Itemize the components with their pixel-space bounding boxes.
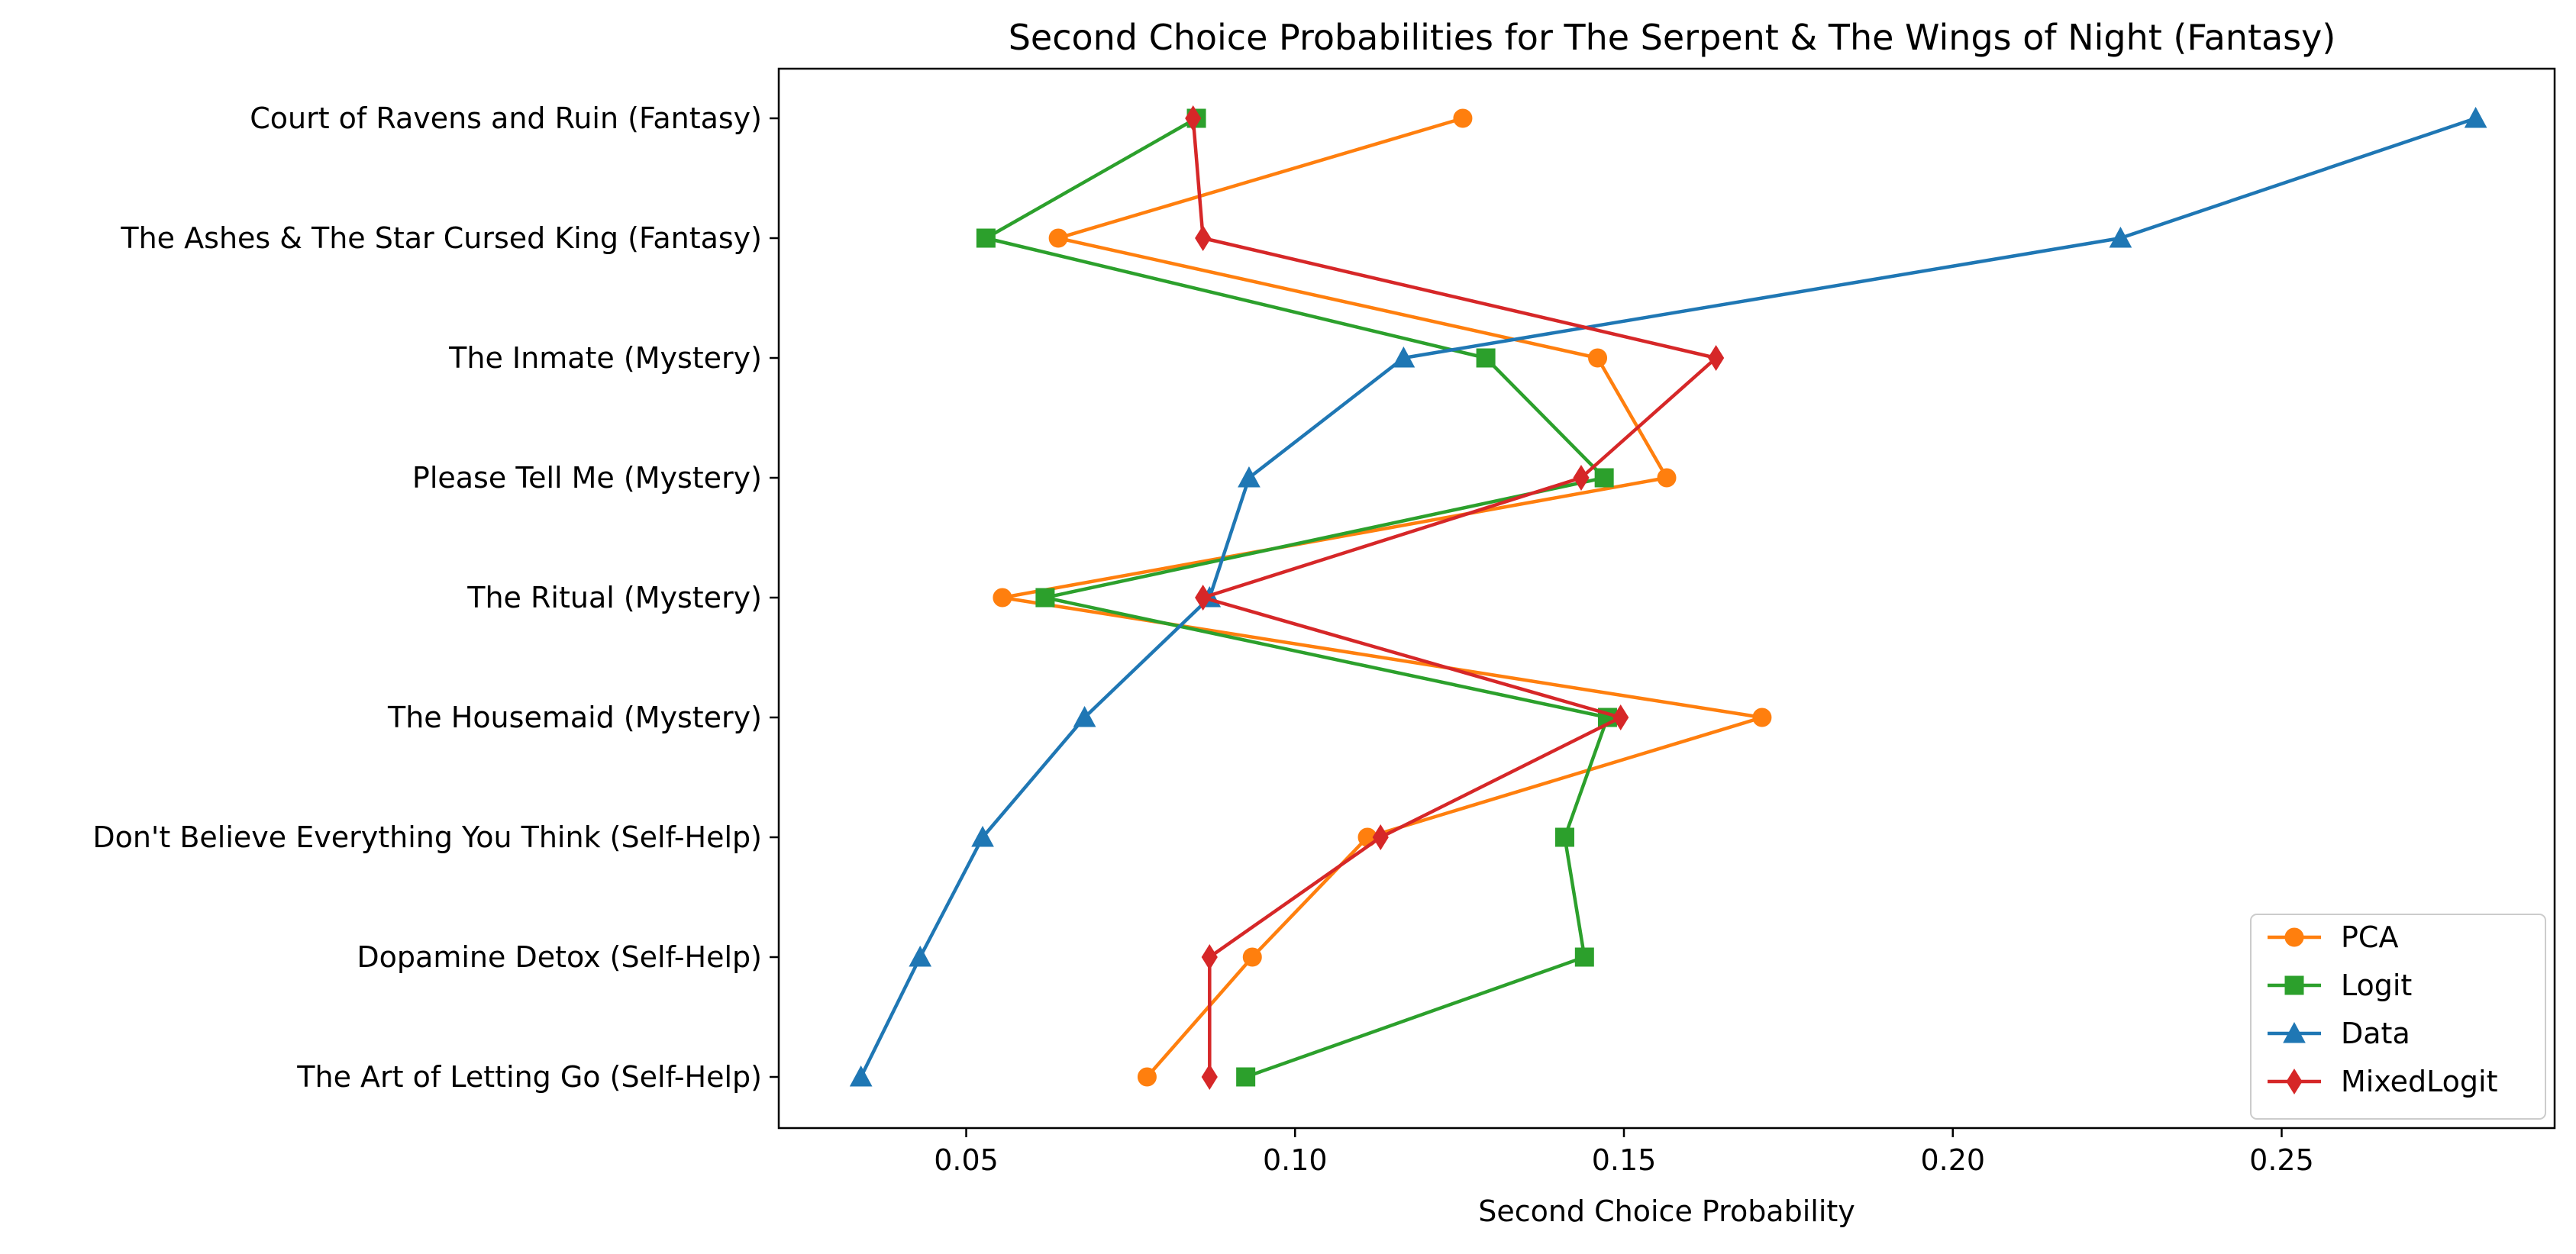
data-point-mixedlogit <box>1372 824 1389 850</box>
data-point-mixedlogit <box>1573 465 1590 491</box>
data-point-pca <box>1657 468 1677 488</box>
legend-marker <box>2284 927 2304 947</box>
x-tick-label: 0.05 <box>934 1143 999 1177</box>
data-point-mixedlogit <box>1708 345 1725 371</box>
data-point-data <box>2109 226 2132 248</box>
data-point-mixedlogit <box>1195 225 1212 251</box>
x-axis-label: Second Choice Probability <box>1478 1194 1855 1228</box>
x-tick-label: 0.25 <box>2249 1143 2314 1177</box>
legend-label: Logit <box>2341 969 2412 1002</box>
data-point-pca <box>1752 708 1772 727</box>
data-point-pca <box>1048 228 1068 248</box>
data-point-logit <box>1574 947 1594 967</box>
legend-item: Logit <box>2268 969 2412 1002</box>
plot-area: 0.05 0.10 0.15 0.20 0.25 Court of Ravens and … <box>92 102 2487 1177</box>
y-tick-label: Court of Ravens and Ruin (Fantasy) <box>250 102 762 135</box>
y-tick-label: Dopamine Detox (Self-Help) <box>357 940 762 974</box>
legend-label: MixedLogit <box>2341 1065 2498 1098</box>
x-tick-label: 0.20 <box>1920 1143 1985 1177</box>
legend-label: Data <box>2341 1017 2410 1050</box>
legend-box <box>2250 914 2546 1120</box>
data-point-pca <box>993 588 1012 608</box>
data-point-data <box>971 825 994 847</box>
data-point-mixedlogit <box>1201 1064 1218 1090</box>
data-point-pca <box>1137 1067 1157 1087</box>
legend-marker <box>2286 1069 2303 1094</box>
x-tick-label: 0.10 <box>1263 1143 1328 1177</box>
y-tick-label: The Inmate (Mystery) <box>448 341 762 375</box>
data-point-mixedlogit <box>1201 944 1218 970</box>
chart-title: Second Choice Probabilities for The Serp… <box>1009 17 2336 58</box>
data-point-data <box>1392 346 1416 368</box>
y-tick-label: The Housemaid (Mystery) <box>387 701 762 734</box>
data-point-logit <box>976 228 996 248</box>
y-tick-label: The Ashes & The Star Cursed King (Fantas… <box>120 221 762 255</box>
data-point-logit <box>1476 348 1496 368</box>
data-point-pca <box>1453 108 1473 128</box>
legend-item: Data <box>2268 1017 2410 1050</box>
y-tick-label: The Art of Letting Go (Self-Help) <box>296 1060 762 1094</box>
plot-frame <box>777 67 2556 1130</box>
y-tick-label: The Ritual (Mystery) <box>466 581 762 614</box>
data-point-mixedlogit <box>1195 585 1212 611</box>
data-point-data <box>1073 705 1096 727</box>
y-tick-label: Don't Believe Everything You Think (Self… <box>92 820 762 854</box>
legend: PCA Logit Data MixedLogit <box>2250 914 2546 1120</box>
data-point-data <box>2464 106 2487 128</box>
data-point-logit <box>1035 588 1055 608</box>
legend-item: PCA <box>2268 920 2398 954</box>
data-point-logit <box>1554 827 1574 847</box>
legend-label: PCA <box>2341 920 2398 954</box>
x-tick-label: 0.15 <box>1592 1143 1657 1177</box>
data-point-logit <box>1236 1067 1256 1087</box>
data-point-pca <box>1242 947 1262 967</box>
data-point-mixedlogit <box>1612 704 1629 730</box>
y-tick-label: Please Tell Me (Mystery) <box>412 461 762 495</box>
data-point-logit <box>1594 468 1614 488</box>
data-point-data <box>849 1065 873 1087</box>
data-point-mixedlogit <box>1185 105 1202 131</box>
data-point-data <box>909 945 932 967</box>
data-point-data <box>1238 466 1261 488</box>
legend-marker <box>2283 1021 2306 1043</box>
legend-marker <box>2284 975 2304 995</box>
data-point-pca <box>1588 348 1608 368</box>
legend-item: MixedLogit <box>2268 1065 2498 1098</box>
